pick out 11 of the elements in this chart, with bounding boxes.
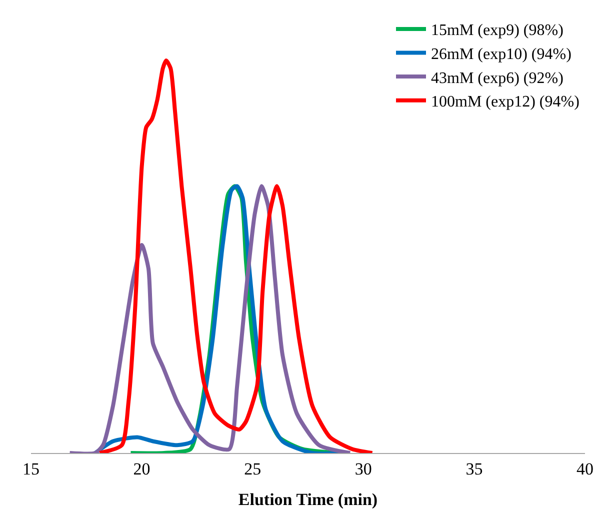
legend-label: 15mM (exp9) (98%) [431, 22, 564, 40]
legend-label: 43mM (exp6) (92%) [431, 70, 564, 87]
legend-label: 100mM (exp12) (94%) [431, 94, 580, 111]
x-tick-label: 15 [22, 459, 40, 478]
legend-label: 26mM (exp10) (94%) [431, 46, 572, 63]
x-tick-label: 40 [576, 459, 594, 478]
x-tick-label: 35 [466, 459, 483, 478]
x-tick-label: 30 [354, 459, 372, 478]
x-tick-label: 20 [133, 459, 150, 478]
x-tick-label: 25 [244, 459, 262, 478]
x-axis-title: Elution Time (min) [238, 490, 378, 509]
